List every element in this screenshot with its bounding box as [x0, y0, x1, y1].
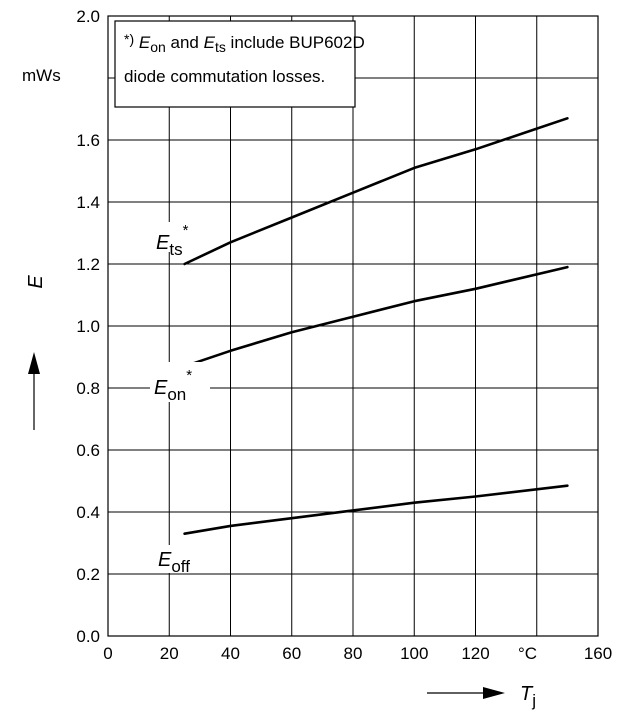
annotation-line-1: *) Eon and Ets include BUP602D [124, 31, 365, 55]
plot-frame [107, 15, 599, 637]
y-tick-label: 1.4 [76, 193, 100, 212]
series-lines [183, 117, 569, 536]
annotation-mark: *) [124, 31, 134, 47]
annotation-line-2: diode commutation losses. [124, 67, 325, 86]
x-axis-label-main: T [520, 683, 534, 705]
ets-label-main: E [156, 232, 170, 254]
eon-label-main: E [154, 377, 168, 399]
svg-text:Eon*: Eon* [154, 367, 192, 404]
y-tick-label: 0.6 [76, 441, 100, 460]
x-tick-labels: 0 20 40 60 80 100 120 160 [103, 644, 612, 663]
y-tick-label: 0.4 [76, 503, 100, 522]
series-line-eoff [183, 484, 569, 536]
y-tick-label: 1.6 [76, 131, 100, 150]
annotation-e2-sub: ts [215, 39, 226, 55]
series-line-eon [183, 265, 569, 368]
x-axis-arrow-head [483, 687, 505, 699]
ets-label-sub: ts [169, 240, 182, 259]
annotation-e1: E [139, 33, 151, 52]
series-label-eon: Eon* [150, 362, 210, 404]
series-label-eoff: Eoff [154, 545, 206, 576]
annotation-box [114, 20, 356, 108]
grid-lines [107, 15, 599, 637]
annotation-and: and [166, 33, 204, 52]
x-axis-label: Tj [520, 683, 536, 710]
eon-label-sub: on [167, 385, 186, 404]
x-tick-label: 60 [282, 644, 301, 663]
series-line-ets [183, 117, 569, 266]
x-tick-label: 40 [221, 644, 240, 663]
y-tick-labels: 0.0 0.2 0.4 0.6 0.8 1.0 1.2 1.4 1.6 2.0 [76, 7, 100, 646]
y-tick-label: 0.2 [76, 565, 100, 584]
series-label-ets: Ets* [152, 222, 202, 259]
eon-label-sup: * [186, 367, 192, 384]
x-tick-label: 0 [103, 644, 112, 663]
ets-label-sup: * [183, 222, 189, 239]
eoff-label-main: E [158, 549, 172, 571]
svg-text:Eoff: Eoff [158, 549, 190, 576]
annotation-e1-sub: on [150, 39, 166, 55]
annotation-e2: E [204, 33, 216, 52]
y-tick-label: 1.2 [76, 255, 100, 274]
y-tick-label: 0.8 [76, 379, 100, 398]
x-tick-label: 80 [344, 644, 363, 663]
y-tick-label: 2.0 [76, 7, 100, 26]
y-unit-label: mWs [22, 66, 61, 85]
svg-text:Ets*: Ets* [156, 222, 189, 259]
y-axis-arrow-head [28, 352, 40, 374]
x-tick-label: 160 [584, 644, 612, 663]
x-tick-label: 20 [160, 644, 179, 663]
x-unit-label: °C [518, 644, 537, 663]
x-tick-label: 120 [461, 644, 489, 663]
y-axis-label: E [25, 275, 47, 289]
annotation-rest: include BUP602D [226, 33, 365, 52]
x-axis-label-sub: j [531, 691, 536, 710]
y-tick-label: 1.0 [76, 317, 100, 336]
x-tick-label: 100 [400, 644, 428, 663]
y-tick-label: 0.0 [76, 627, 100, 646]
eoff-label-sub: off [171, 557, 190, 576]
